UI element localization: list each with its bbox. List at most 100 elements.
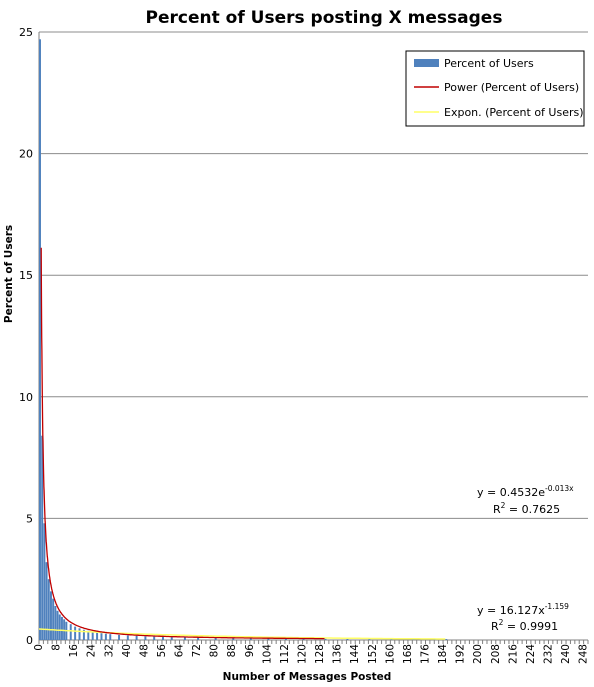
bar xyxy=(445,639,448,640)
bar xyxy=(390,639,393,640)
bar xyxy=(170,637,173,640)
x-tick-label: 32 xyxy=(103,644,115,657)
x-tick-label: 240 xyxy=(560,644,572,664)
bar xyxy=(161,636,164,640)
y-tick-label: 5 xyxy=(26,512,33,525)
bar xyxy=(78,628,81,640)
y-tick-labels: 0 5 10 15 20 25 xyxy=(19,26,33,647)
x-tick-label: 128 xyxy=(314,644,326,664)
bar xyxy=(47,579,50,640)
bar xyxy=(41,435,44,640)
x-tick-label: 232 xyxy=(542,644,554,664)
bar xyxy=(346,638,349,640)
bar xyxy=(267,638,270,640)
bar xyxy=(249,638,252,640)
x-tick-label: 200 xyxy=(472,644,484,664)
x-tick-label: 104 xyxy=(261,644,273,664)
bar xyxy=(45,562,48,640)
chart-title: Percent of Users posting X messages xyxy=(146,8,503,28)
x-tick-label: 112 xyxy=(279,644,291,664)
x-tick-label: 120 xyxy=(297,644,309,664)
bar xyxy=(91,631,94,640)
bar xyxy=(87,630,90,640)
power-r2-text: R2 = 0.9991 xyxy=(491,618,558,633)
bar xyxy=(54,605,57,640)
trendlines xyxy=(38,247,446,640)
exp-r2-text: R2 = 0.7625 xyxy=(493,501,560,516)
bar xyxy=(82,629,85,640)
y-tick-label: 10 xyxy=(19,391,33,404)
bar xyxy=(153,636,156,640)
x-tick-label: 248 xyxy=(578,644,590,664)
x-tick-label: 8 xyxy=(51,644,63,651)
legend-label-percent-of-users: Percent of Users xyxy=(444,57,534,70)
bar xyxy=(104,633,107,640)
x-tick-label: 88 xyxy=(226,644,238,657)
bar xyxy=(214,637,217,640)
legend-swatch-bar xyxy=(414,59,439,67)
trendline-power xyxy=(40,247,325,640)
bar xyxy=(43,523,46,640)
bar xyxy=(69,624,72,640)
bar xyxy=(52,598,55,640)
x-tick-label: 48 xyxy=(138,644,150,657)
y-tick-label: 25 xyxy=(19,26,33,39)
x-tick-label: 184 xyxy=(437,644,449,664)
x-tick-label: 224 xyxy=(525,644,537,664)
x-tick-label: 80 xyxy=(209,644,221,657)
x-tick-label: 208 xyxy=(490,644,502,664)
bar xyxy=(63,619,66,640)
x-tick-label: 136 xyxy=(332,644,344,664)
legend-label-expon: Expon. (Percent of Users) xyxy=(444,106,584,119)
bar xyxy=(183,637,186,640)
bar xyxy=(96,632,99,640)
x-tick-label: 144 xyxy=(349,644,361,664)
power-equation: y = 16.127x-1.159 R2 = 0.9991 xyxy=(477,602,569,633)
power-equation-text: y = 16.127x-1.159 xyxy=(477,602,569,617)
x-tick-label: 216 xyxy=(507,644,519,664)
bar xyxy=(49,591,52,640)
x-tick-label: 16 xyxy=(68,644,80,658)
x-tick-label: 24 xyxy=(86,644,98,658)
x-tick-label: 64 xyxy=(174,644,186,658)
bar xyxy=(135,635,138,640)
bar xyxy=(109,634,112,640)
legend: Percent of Users Power (Percent of Users… xyxy=(405,50,585,127)
x-axis-label: Number of Messages Posted xyxy=(223,671,392,683)
bar xyxy=(197,637,200,640)
x-tick-label: 176 xyxy=(419,644,431,664)
bar xyxy=(118,634,121,640)
bars xyxy=(39,39,448,640)
bar xyxy=(232,638,235,640)
x-tick-label: 72 xyxy=(191,644,203,657)
x-tick-label: 192 xyxy=(455,644,467,664)
x-tick-label: 168 xyxy=(402,644,414,664)
bar xyxy=(324,638,327,640)
x-tick-label: 152 xyxy=(367,644,379,664)
x-tick-label: 96 xyxy=(244,644,256,658)
exp-equation: y = 0.4532e-0.013x R2 = 0.7625 xyxy=(477,484,574,516)
bar xyxy=(302,638,305,640)
y-axis-label: Percent of Users xyxy=(3,225,15,323)
y-tick-label: 15 xyxy=(19,269,33,282)
exp-equation-text: y = 0.4532e-0.013x xyxy=(477,484,574,499)
y-tick-label: 20 xyxy=(19,148,33,161)
bar xyxy=(126,635,129,640)
bar xyxy=(284,638,287,640)
bar xyxy=(39,39,41,640)
bar xyxy=(144,636,147,640)
bar xyxy=(56,610,59,640)
bar xyxy=(368,638,371,640)
x-tick-labels: 0 8 16 24 32 40 48 56 64 72 80 88 96 104 112 120 128 136 1… xyxy=(33,644,590,664)
x-tick-label: 0 xyxy=(33,644,45,651)
bar xyxy=(58,614,61,640)
x-tick-label: 40 xyxy=(121,644,133,657)
y-tick-label: 0 xyxy=(26,634,33,647)
x-tick-label: 56 xyxy=(156,644,168,658)
bar xyxy=(60,616,63,640)
x-tick-label: 160 xyxy=(384,644,396,664)
bar xyxy=(100,633,103,640)
bar xyxy=(74,626,77,640)
